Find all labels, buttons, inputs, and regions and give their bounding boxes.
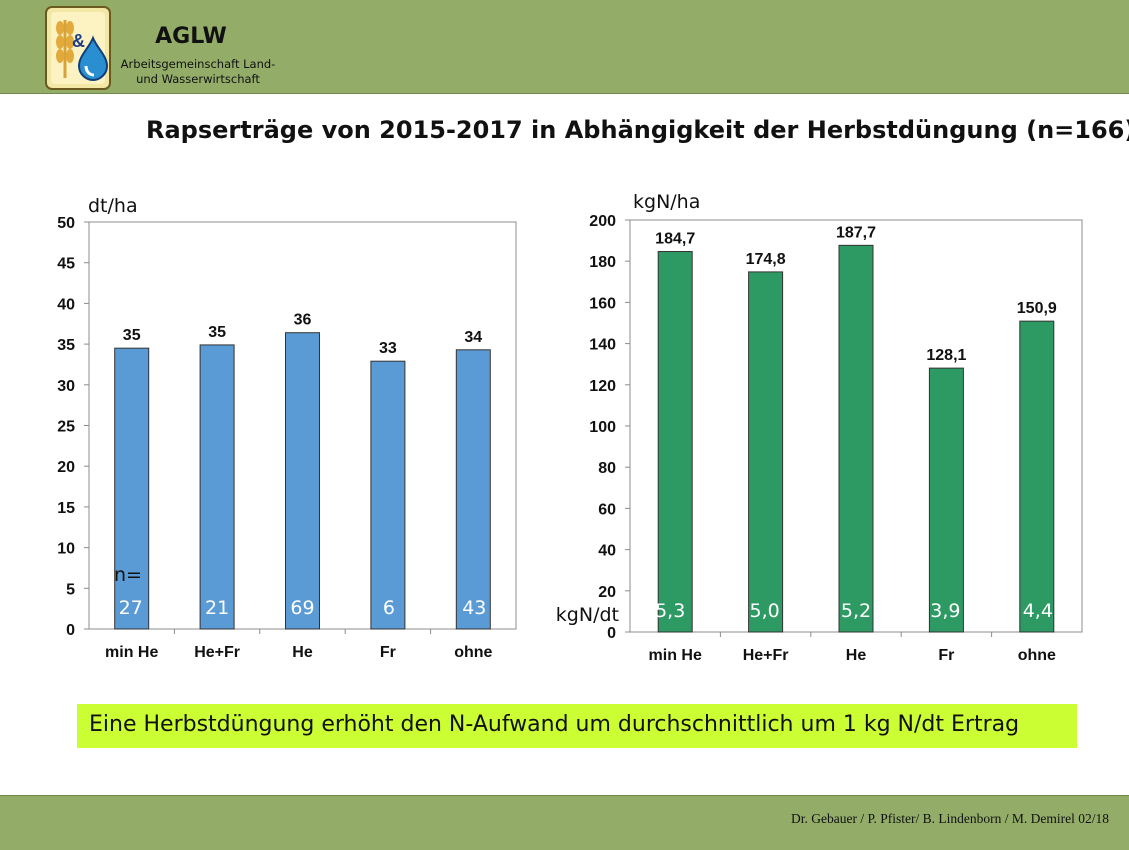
y-tick-label: 30 xyxy=(57,378,75,395)
bar-inside-label: 5,0 xyxy=(749,600,779,622)
y-tick-label: 40 xyxy=(57,296,75,313)
y-tick-label: 0 xyxy=(66,622,75,639)
inside-label-prefix: n= xyxy=(114,564,142,586)
y-tick-label: 0 xyxy=(607,625,616,642)
y-tick-label: 20 xyxy=(57,459,75,476)
org-subtitle-line1: Arbeitsgemeinschaft Land- xyxy=(120,57,276,71)
footer-band xyxy=(0,795,1129,850)
bar-inside-label: 3,9 xyxy=(930,600,960,622)
bar xyxy=(455,349,491,630)
bar xyxy=(1019,320,1055,633)
logo-ampersand: & xyxy=(72,31,85,51)
bar xyxy=(838,244,874,633)
bar xyxy=(114,347,150,630)
bar-inside-label: 5,2 xyxy=(841,600,871,622)
org-subtitle-line2: und Wasserwirtschaft xyxy=(136,72,260,86)
bar-inside-label: 4,4 xyxy=(1023,600,1053,622)
bar-value-label: 34 xyxy=(464,329,482,346)
bar-inside-label: 5,3 xyxy=(655,600,685,622)
x-category-label: He xyxy=(292,644,313,661)
x-category-label: He+Fr xyxy=(194,644,240,661)
bar xyxy=(285,332,320,630)
y-axis-unit: kgN/ha xyxy=(633,191,700,213)
y-tick-label: 200 xyxy=(589,213,616,230)
y-tick-label: 100 xyxy=(589,419,616,436)
y-axis-unit: dt/ha xyxy=(88,195,138,217)
y-tick-label: 160 xyxy=(589,295,616,312)
y-tick-label: 25 xyxy=(57,419,75,436)
credits: Dr. Gebauer / P. Pfister/ B. Lindenborn … xyxy=(791,811,1109,826)
inside-label-prefix: kgN/dt xyxy=(556,604,619,626)
x-category-label: He+Fr xyxy=(743,647,789,664)
y-tick-label: 60 xyxy=(598,501,616,518)
bar-inside-label: 21 xyxy=(205,597,229,619)
bar-value-label: 187,7 xyxy=(836,224,876,241)
x-category-label: ohne xyxy=(1018,647,1056,664)
bar-value-label: 128,1 xyxy=(926,347,966,364)
slide-title: Rapserträge von 2015-2017 in Abhängigkei… xyxy=(146,116,1129,144)
org-subtitle: Arbeitsgemeinschaft Land- und Wasserwirt… xyxy=(112,57,284,87)
aglw-logo: & xyxy=(45,6,111,90)
wheat-icon xyxy=(56,20,74,78)
header-band xyxy=(0,0,1129,94)
x-category-label: ohne xyxy=(454,644,492,661)
y-tick-label: 45 xyxy=(57,256,75,273)
x-category-label: He xyxy=(846,647,867,664)
y-tick-label: 35 xyxy=(57,337,75,354)
bar-inside-label: 6 xyxy=(383,597,395,619)
x-category-label: min He xyxy=(649,647,702,664)
summary-box: Eine Herbstdüngung erhöht den N-Aufwand … xyxy=(77,704,1077,748)
bar-inside-label: 43 xyxy=(462,597,486,619)
bar xyxy=(928,367,964,633)
y-tick-label: 40 xyxy=(598,543,616,560)
bar-value-label: 150,9 xyxy=(1017,300,1057,317)
y-tick-label: 50 xyxy=(57,215,75,232)
y-tick-label: 15 xyxy=(57,500,75,517)
bar xyxy=(370,360,406,630)
bar-inside-label: 69 xyxy=(290,597,314,619)
bar-value-label: 174,8 xyxy=(746,251,786,268)
y-tick-label: 120 xyxy=(589,378,616,395)
x-category-label: Fr xyxy=(938,647,954,664)
summary-text: Eine Herbstdüngung erhöht den N-Aufwand … xyxy=(89,712,1020,737)
bar xyxy=(748,271,784,633)
x-category-label: min He xyxy=(105,644,158,661)
bar-value-label: 184,7 xyxy=(655,231,695,248)
y-tick-label: 140 xyxy=(589,337,616,354)
x-category-label: Fr xyxy=(380,644,396,661)
org-name: AGLW xyxy=(155,24,227,49)
y-tick-label: 180 xyxy=(589,254,616,271)
y-tick-label: 10 xyxy=(57,541,75,558)
bar-value-label: 36 xyxy=(294,312,312,329)
bar xyxy=(199,344,235,630)
bar-inside-label: 27 xyxy=(119,597,143,619)
y-tick-label: 80 xyxy=(598,460,616,477)
bar-value-label: 35 xyxy=(208,324,226,341)
y-tick-label: 20 xyxy=(598,584,616,601)
bar-value-label: 33 xyxy=(379,340,397,357)
y-tick-label: 5 xyxy=(66,581,75,598)
bar-value-label: 35 xyxy=(123,327,141,344)
bar xyxy=(657,251,693,633)
